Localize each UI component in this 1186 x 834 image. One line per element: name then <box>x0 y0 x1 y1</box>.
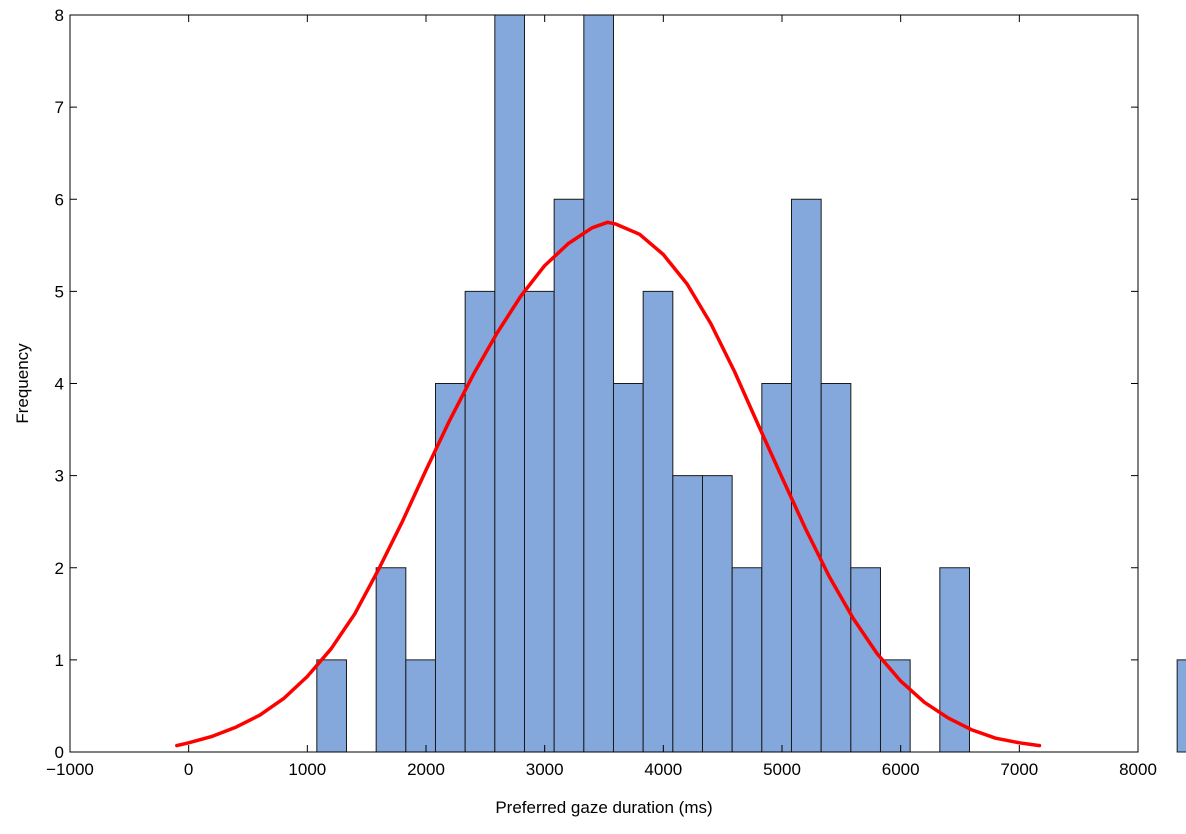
histogram-bar <box>731 567 763 753</box>
histogram-bar <box>405 659 436 753</box>
histogram-bar <box>642 290 674 753</box>
y-tick-label: 8 <box>55 6 64 25</box>
histogram-bar <box>464 290 496 753</box>
histogram-bar <box>1176 659 1186 753</box>
x-tick-label: 8000 <box>1119 760 1157 779</box>
y-tick-label: 4 <box>55 375 64 394</box>
histogram-bar <box>939 567 970 753</box>
x-axis-title: Preferred gaze duration (ms) <box>495 798 712 817</box>
x-tick-label: 2000 <box>407 760 445 779</box>
y-tick-label: 0 <box>55 743 64 762</box>
y-tick-label: 6 <box>55 190 64 209</box>
histogram-bar <box>375 567 407 753</box>
histogram-bar <box>672 475 703 753</box>
histogram-bar <box>790 198 822 753</box>
histogram-bar <box>850 567 881 753</box>
fitted-curve <box>175 220 1042 748</box>
x-tick-label: −1000 <box>46 760 94 779</box>
x-tick-label: 5000 <box>763 760 801 779</box>
axes-layer: −1000 0 1000 2000 3000 4000 5000 6000 7000 800001… <box>46 6 1157 779</box>
y-axis-title: Frequency <box>13 343 32 424</box>
histogram-bar <box>612 383 644 753</box>
curve-layer <box>175 220 1042 748</box>
x-tick-label: 7000 <box>1000 760 1038 779</box>
histogram-bar <box>523 290 555 753</box>
y-tick-label: 1 <box>55 651 64 670</box>
histogram-bar <box>583 14 614 753</box>
y-tick-label: 3 <box>55 467 64 486</box>
histogram-bar <box>316 659 347 753</box>
x-tick-label: 1000 <box>288 760 326 779</box>
y-tick-label: 7 <box>55 98 64 117</box>
bars-layer <box>316 14 1186 753</box>
x-tick-label: 6000 <box>882 760 920 779</box>
x-tick-label: 0 <box>184 760 193 779</box>
histogram-bar <box>553 198 585 753</box>
y-tick-label: 5 <box>55 282 64 301</box>
y-tick-label: 2 <box>55 559 64 578</box>
x-tick-label: 4000 <box>644 760 682 779</box>
histogram-bar <box>701 475 733 753</box>
x-tick-label: 3000 <box>526 760 564 779</box>
histogram-bar <box>494 14 525 753</box>
histogram-bar <box>434 383 466 753</box>
